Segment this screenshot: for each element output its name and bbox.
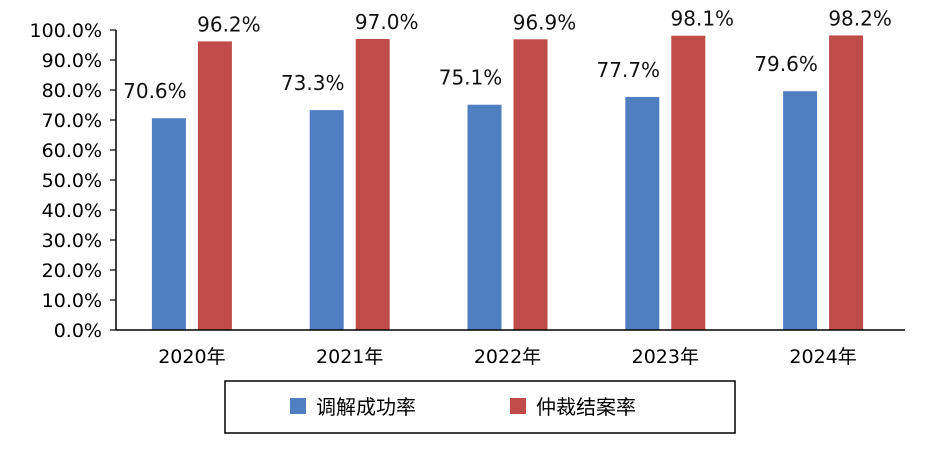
y-tick-label: 40.0% (42, 200, 102, 222)
x-tick-label: 2022年 (474, 346, 541, 368)
data-label: 98.1% (671, 7, 735, 31)
y-tick-label: 20.0% (42, 260, 102, 282)
legend-swatch (290, 398, 306, 414)
y-tick-label: 100.0% (30, 20, 102, 42)
data-label: 97.0% (355, 10, 419, 34)
data-label: 70.6% (123, 79, 187, 103)
bar-mediation-success (309, 110, 344, 330)
y-tick-label: 60.0% (42, 140, 102, 162)
bar-arbitration-closure (513, 39, 548, 331)
x-tick-label: 2023年 (632, 346, 699, 368)
bar-mediation-success (783, 91, 818, 330)
data-label: 96.9% (513, 10, 577, 34)
bars (151, 35, 864, 331)
y-axis-ticks: 0.0% 10.0% 20.0% 30.0% 40.0% 50.0% 60.0% 70.0% 8… (30, 20, 116, 342)
bar-mediation-success (467, 104, 502, 330)
legend-swatch (510, 398, 526, 414)
bar-arbitration-closure (671, 35, 706, 330)
data-label: 96.2% (197, 12, 261, 36)
data-label: 98.2% (828, 6, 892, 30)
bar-mediation-success (625, 96, 660, 331)
y-tick-label: 50.0% (42, 170, 102, 192)
bar-arbitration-closure (355, 39, 390, 330)
y-tick-label: 10.0% (42, 290, 102, 312)
bar-arbitration-closure (197, 41, 232, 331)
legend-label: 仲裁结案率 (536, 395, 636, 419)
x-tick-label: 2021年 (316, 346, 383, 368)
y-tick-label: 0.0% (54, 320, 102, 342)
x-tick-label: 2020年 (158, 346, 225, 368)
y-tick-label: 70.0% (42, 110, 102, 132)
y-tick-label: 30.0% (42, 230, 102, 252)
x-axis-labels: 2020年 2021年 2022年 2023年 2024年 (158, 346, 857, 368)
bar-arbitration-closure (829, 35, 864, 331)
data-label: 79.6% (754, 52, 818, 76)
legend-box (224, 380, 736, 434)
data-label: 73.3% (281, 71, 345, 95)
x-tick-label: 2024年 (789, 346, 856, 368)
legend: 调解成功率 仲裁结案率 (224, 380, 736, 434)
data-label: 75.1% (439, 66, 503, 90)
data-label: 77.7% (597, 58, 661, 82)
data-labels: 70.6% 96.2% 73.3% 97.0% 75.1% 96.9% 77.7% 98.1%… (123, 6, 892, 103)
y-tick-label: 90.0% (42, 50, 102, 72)
y-tick-label: 80.0% (42, 80, 102, 102)
legend-label: 调解成功率 (316, 395, 416, 419)
bar-mediation-success (151, 118, 186, 330)
